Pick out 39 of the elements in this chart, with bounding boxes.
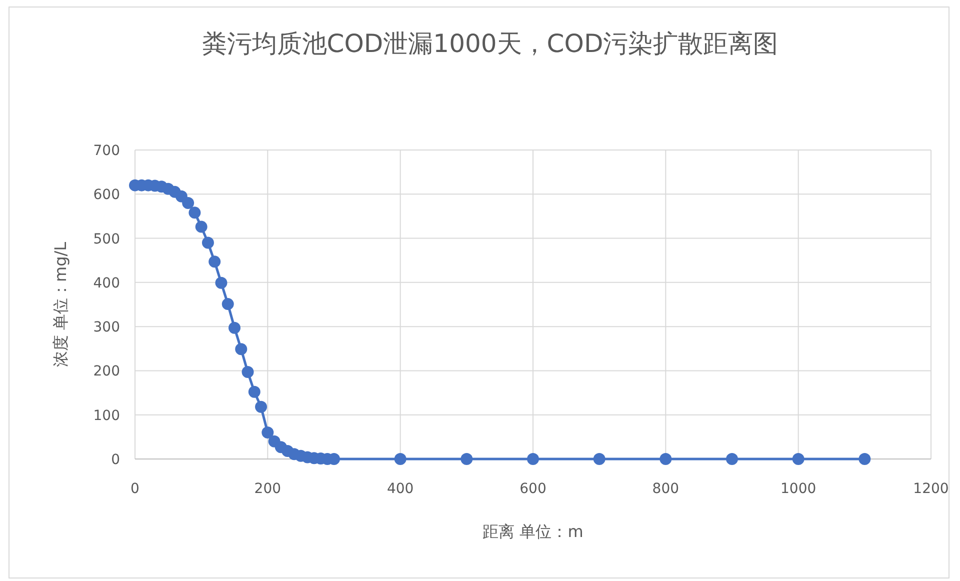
- point: [660, 453, 672, 465]
- point: [242, 366, 254, 378]
- point: [262, 426, 274, 439]
- point: [235, 343, 248, 356]
- y-tick-label: 700: [93, 143, 120, 159]
- x-tick-label: 1200: [913, 481, 949, 497]
- point: [188, 206, 201, 219]
- x-tick-label: 600: [520, 481, 546, 497]
- point: [255, 400, 268, 413]
- point: [208, 256, 221, 268]
- x-axis-title: 距离 单位：m: [482, 522, 584, 541]
- y-tick-label: 200: [93, 364, 120, 380]
- point: [182, 196, 194, 209]
- point: [202, 236, 214, 249]
- x-tick-label: 800: [652, 481, 680, 497]
- point: [228, 322, 240, 334]
- x-tick-label: 1000: [780, 481, 816, 497]
- point: [394, 453, 406, 465]
- y-tick-label: 500: [93, 231, 120, 248]
- point: [527, 453, 539, 465]
- y-tick-label: 300: [93, 320, 120, 336]
- x-tick-label: 200: [254, 481, 282, 497]
- point: [222, 298, 234, 310]
- x-tick-label: 400: [386, 481, 414, 497]
- point: [593, 453, 606, 465]
- y-tick-label: 0: [111, 452, 120, 468]
- point: [792, 453, 804, 465]
- y-tick-label: 400: [93, 275, 120, 292]
- point: [195, 220, 208, 233]
- chart-title: 粪污均质池COD泄漏1000天，COD污染扩散距离图: [202, 29, 778, 58]
- y-axis-title: 浓度 单位：mg/L: [51, 242, 70, 368]
- point: [460, 453, 473, 465]
- point: [215, 276, 228, 289]
- point: [726, 453, 738, 465]
- y-tick-label: 100: [93, 408, 120, 424]
- y-tick-label: 600: [93, 187, 120, 204]
- point: [858, 453, 871, 465]
- point: [248, 386, 260, 398]
- x-tick-label: 0: [130, 481, 140, 497]
